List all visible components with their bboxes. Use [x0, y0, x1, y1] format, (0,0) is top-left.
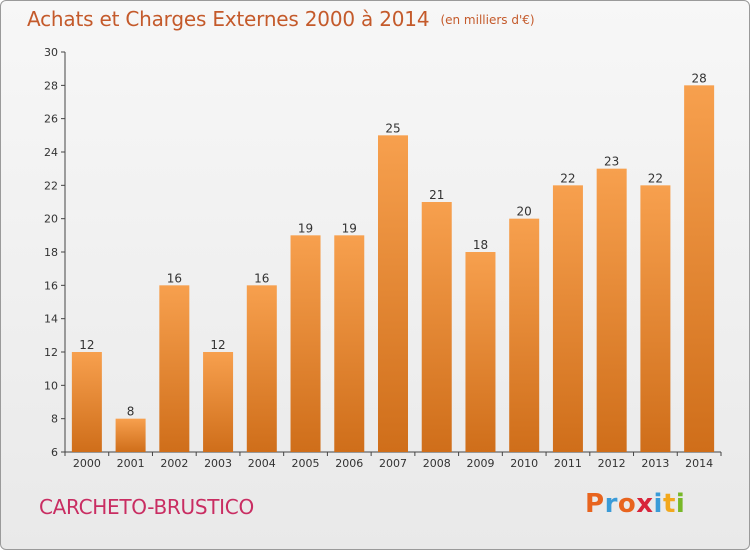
- x-tick-label: 2009: [466, 457, 494, 470]
- title-row: Achats et Charges Externes 2000 à 2014 (…: [27, 7, 535, 31]
- x-tick-label: 2008: [423, 457, 451, 470]
- x-tick-label: 2004: [248, 457, 276, 470]
- bar-value-label: 22: [648, 171, 663, 185]
- x-tick-label: 2002: [160, 457, 188, 470]
- x-tick-label: 2007: [379, 457, 407, 470]
- bar: [465, 252, 496, 452]
- logo-letter: i: [675, 489, 686, 519]
- y-tick-label: 18: [44, 246, 58, 259]
- commune-name: CARCHETO-BRUSTICO: [39, 495, 254, 519]
- bar: [203, 352, 234, 452]
- bar-value-label: 22: [560, 171, 575, 185]
- y-tick-label: 8: [51, 413, 58, 426]
- x-tick-label: 2014: [685, 457, 713, 470]
- proxiti-logo[interactable]: Proxiti: [585, 489, 685, 519]
- bar: [378, 135, 408, 453]
- x-tick-label: 2012: [598, 457, 626, 470]
- y-tick-label: 10: [44, 379, 58, 392]
- y-tick-label: 26: [44, 113, 58, 126]
- y-tick-label: 28: [44, 79, 58, 92]
- bar-value-label: 12: [79, 338, 94, 352]
- bar: [159, 285, 190, 452]
- bar-value-label: 16: [254, 271, 269, 285]
- bar-value-label: 19: [342, 221, 357, 235]
- chart-subtitle: (en milliers d'€): [440, 13, 535, 27]
- logo-letter: r: [604, 489, 618, 519]
- bar-value-label: 28: [691, 71, 706, 85]
- y-tick-label: 24: [44, 146, 58, 159]
- bar-value-label: 23: [604, 155, 619, 169]
- bar-value-label: 21: [429, 188, 444, 202]
- x-tick-label: 2000: [73, 457, 101, 470]
- logo-letter: P: [585, 489, 605, 519]
- logo-letter: o: [617, 489, 637, 519]
- y-tick-label: 6: [51, 446, 58, 459]
- bar-value-label: 12: [210, 338, 225, 352]
- bar: [421, 202, 452, 452]
- logo-letter: x: [636, 489, 654, 519]
- x-tick-label: 2011: [554, 457, 582, 470]
- bar: [246, 285, 277, 452]
- bar-value-label: 16: [167, 271, 182, 285]
- bar: [509, 218, 540, 452]
- x-tick-label: 2003: [204, 457, 232, 470]
- x-tick-label: 2010: [510, 457, 538, 470]
- bar: [552, 185, 583, 453]
- x-tick-label: 2005: [292, 457, 320, 470]
- logo-letter: i: [653, 489, 663, 519]
- bar: [334, 235, 365, 452]
- bar: [596, 168, 627, 452]
- x-tick-label: 2006: [335, 457, 363, 470]
- bar-value-label: 18: [473, 238, 488, 252]
- y-tick-label: 16: [44, 279, 58, 292]
- x-tick-label: 2013: [641, 457, 669, 470]
- y-tick-label: 20: [44, 213, 58, 226]
- bar: [115, 418, 146, 452]
- y-tick-label: 14: [44, 313, 58, 326]
- y-tick-label: 12: [44, 346, 58, 359]
- y-tick-label: 30: [44, 46, 58, 59]
- bar: [71, 352, 102, 452]
- bar-value-label: 25: [385, 121, 400, 135]
- logo-letter: t: [662, 489, 676, 519]
- bar: [684, 85, 715, 452]
- bar-value-label: 20: [517, 205, 532, 219]
- y-tick-label: 22: [44, 179, 58, 192]
- x-tick-label: 2001: [117, 457, 145, 470]
- bar: [290, 235, 321, 452]
- bar-value-label: 19: [298, 221, 313, 235]
- chart-title: Achats et Charges Externes 2000 à 2014: [27, 7, 430, 31]
- bar-value-label: 8: [127, 405, 135, 419]
- bar: [640, 185, 671, 453]
